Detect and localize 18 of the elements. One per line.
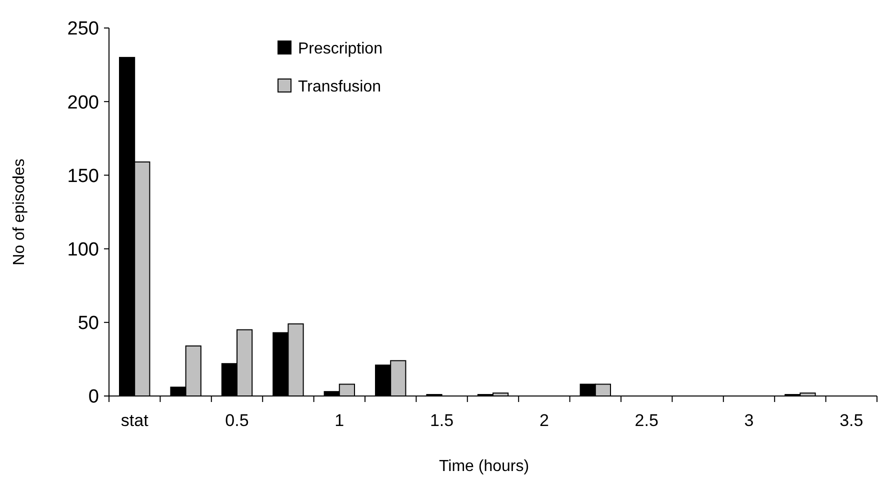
x-tick-label: 2 — [539, 411, 549, 430]
x-tick-label: stat — [120, 411, 149, 430]
x-axis-title: Time (hours) — [438, 458, 530, 475]
y-tick-label: 50 — [78, 313, 99, 334]
y-tick-label: 150 — [67, 166, 99, 187]
x-tick-label: 1.5 — [430, 411, 454, 430]
legend-label: Prescription — [298, 40, 382, 58]
y-axis-title: No of episodes — [11, 158, 28, 266]
x-tick-label: 2.5 — [634, 411, 658, 430]
x-tick-label: 1 — [334, 411, 344, 430]
y-tick-label: 0 — [88, 386, 99, 408]
x-tick-label: 3.5 — [840, 411, 864, 430]
x-tick-label: 3 — [744, 411, 754, 430]
y-tick-label: 100 — [67, 239, 99, 260]
y-tick-label: 250 — [67, 18, 99, 40]
y-tick-label: 200 — [67, 92, 99, 114]
legend-label: Transfusion — [298, 78, 381, 96]
x-tick-label: 0.5 — [225, 411, 249, 430]
